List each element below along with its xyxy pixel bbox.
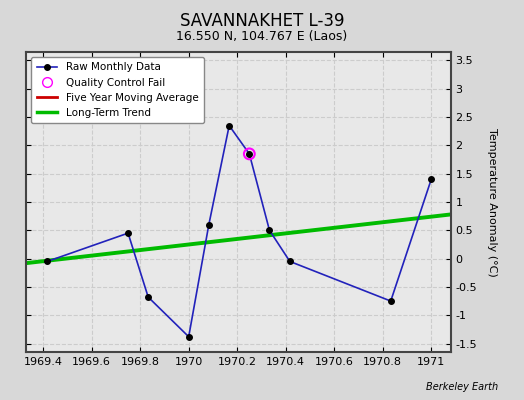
Text: Berkeley Earth: Berkeley Earth <box>425 382 498 392</box>
Point <box>245 151 254 157</box>
Text: 16.550 N, 104.767 E (Laos): 16.550 N, 104.767 E (Laos) <box>177 30 347 43</box>
Y-axis label: Temperature Anomaly (°C): Temperature Anomaly (°C) <box>487 128 497 276</box>
Legend: Raw Monthly Data, Quality Control Fail, Five Year Moving Average, Long-Term Tren: Raw Monthly Data, Quality Control Fail, … <box>31 57 204 123</box>
Text: SAVANNAKHET L-39: SAVANNAKHET L-39 <box>180 12 344 30</box>
